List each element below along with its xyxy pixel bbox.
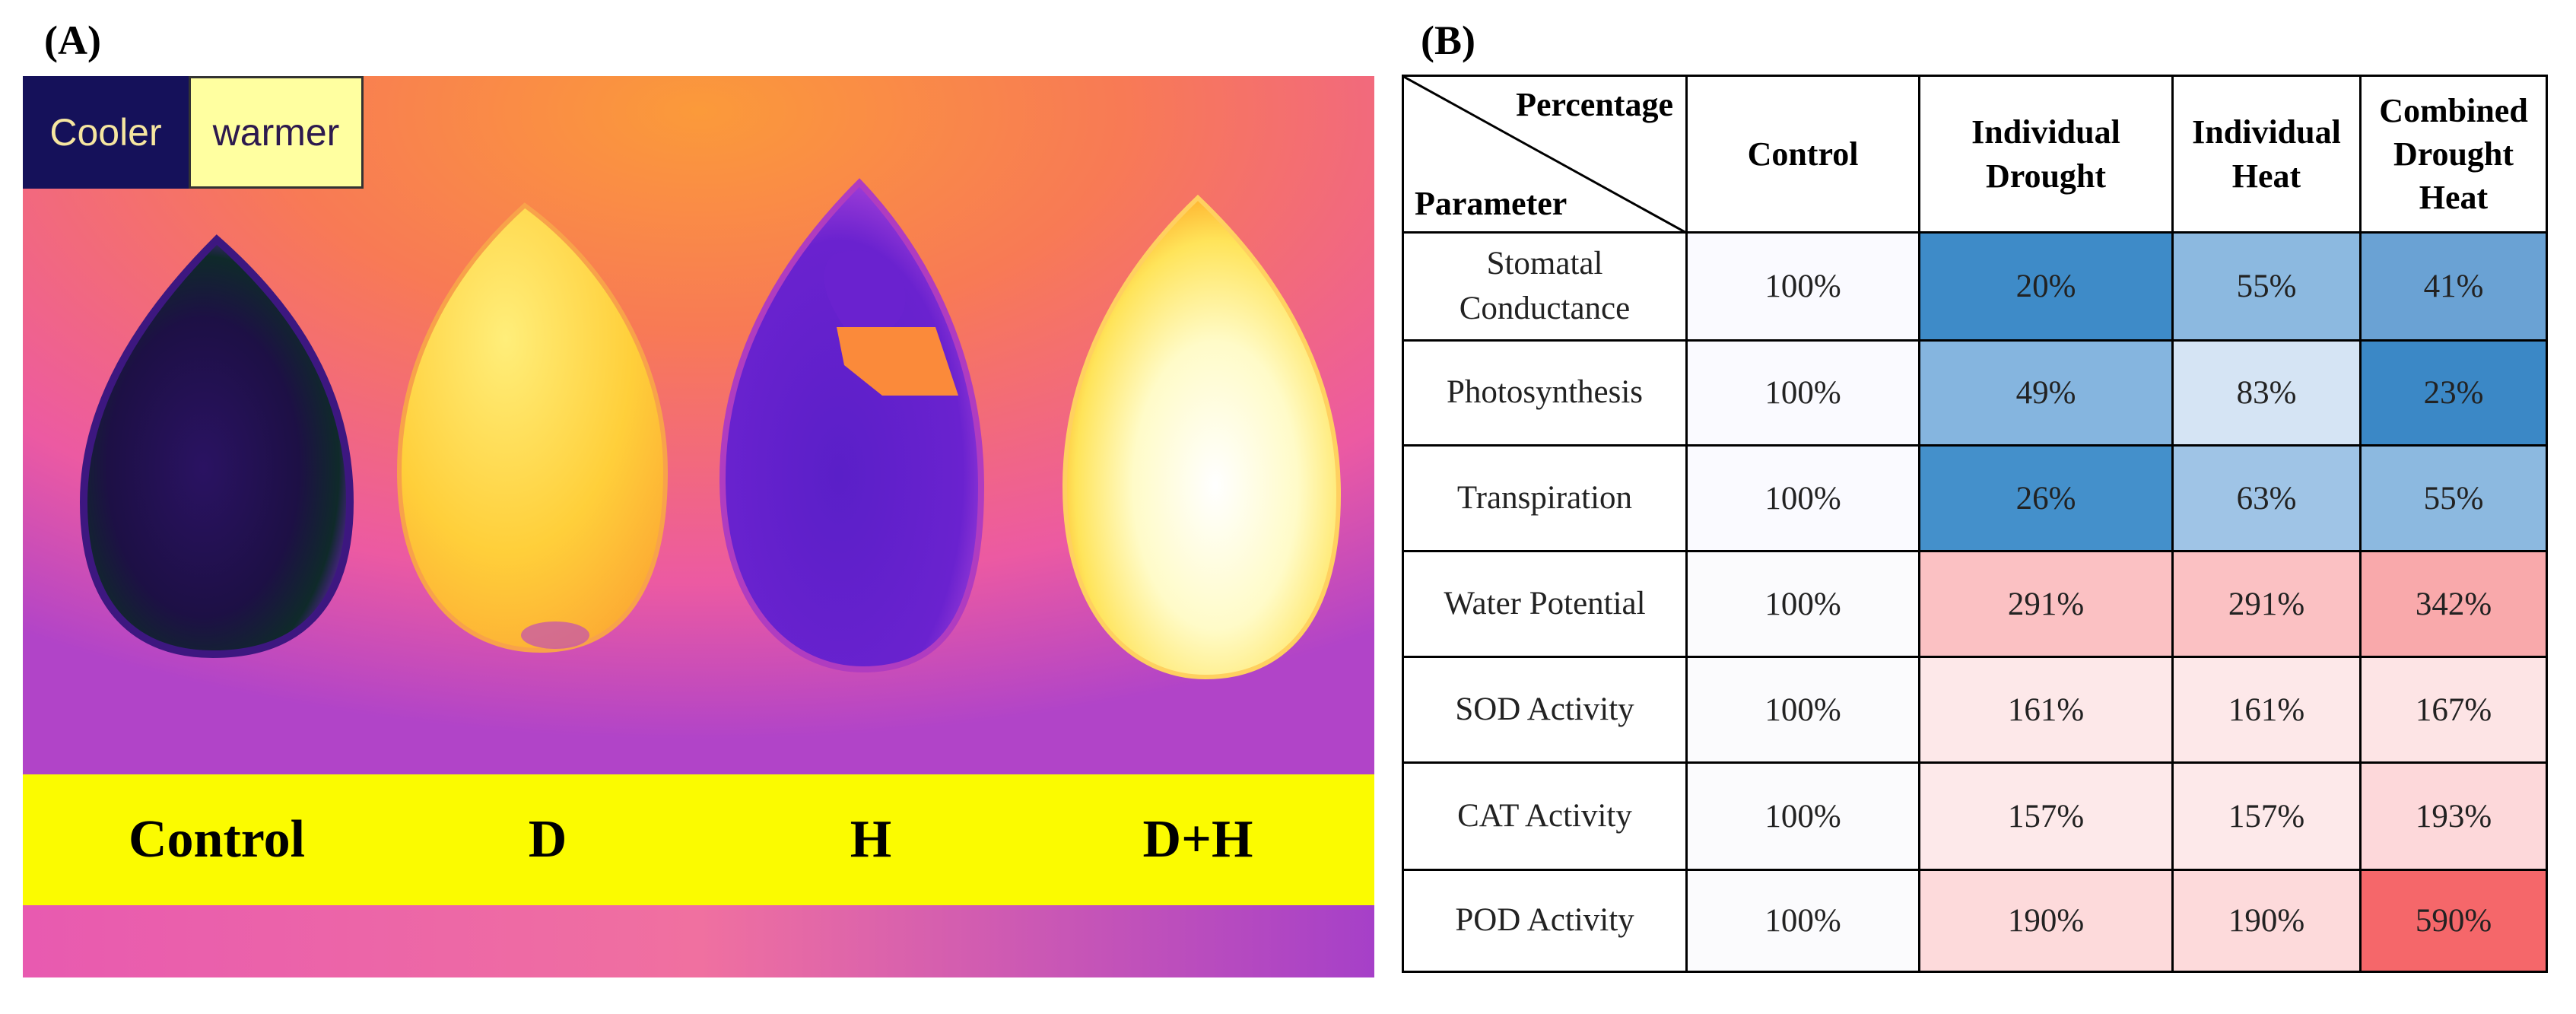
- corner-parameter-label: Parameter: [1415, 184, 1568, 222]
- panel-b-label: (B): [1421, 17, 1475, 63]
- corner-percentage-label: Percentage: [1516, 86, 1673, 123]
- table-header-row: Percentage Parameter Control Individual …: [1402, 75, 2548, 234]
- parameter-cell: Photosynthesis: [1402, 339, 1688, 447]
- heat-leaf: [719, 178, 985, 673]
- table-row: Photosynthesis 100% 49% 83% 23%: [1402, 339, 2548, 447]
- value-cell: 291%: [1918, 550, 2174, 658]
- value-cell: 100%: [1685, 231, 1920, 342]
- table-row: Water Potential 100% 291% 291% 342%: [1402, 550, 2548, 658]
- value-cell: 100%: [1685, 656, 1920, 764]
- panel-a-label: (A): [44, 17, 101, 63]
- table-corner-cell: Percentage Parameter: [1402, 75, 1688, 234]
- column-header: Individual Drought: [1918, 75, 2174, 234]
- drought-heat-leaf: [1062, 194, 1342, 680]
- treatment-label-heat: H: [850, 810, 892, 869]
- value-cell: 100%: [1685, 339, 1920, 447]
- value-cell: 49%: [1918, 339, 2174, 447]
- parameter-cell: POD Activity: [1402, 869, 1688, 973]
- value-cell: 83%: [2171, 339, 2362, 447]
- value-cell: 161%: [1918, 656, 2174, 764]
- column-header: Control: [1685, 75, 1920, 234]
- table-row: Transpiration 100% 26% 63% 55%: [1402, 444, 2548, 552]
- parameter-cell: SOD Activity: [1402, 656, 1688, 764]
- value-cell: 100%: [1685, 550, 1920, 658]
- value-cell: 55%: [2171, 231, 2362, 342]
- value-cell: 161%: [2171, 656, 2362, 764]
- parameter-cell: CAT Activity: [1402, 761, 1688, 871]
- treatment-label-drought: D: [528, 810, 567, 869]
- value-cell: 26%: [1918, 444, 2174, 552]
- column-header: Individual Heat: [2171, 75, 2362, 234]
- value-cell: 157%: [1918, 761, 2174, 871]
- table-row: Stomatal Conductance 100% 20% 55% 41%: [1402, 231, 2548, 342]
- value-cell: 291%: [2171, 550, 2362, 658]
- treatment-label-band: Control D H D+H: [23, 774, 1374, 905]
- value-cell: 342%: [2359, 550, 2548, 658]
- parameter-cell: Stomatal Conductance: [1402, 231, 1688, 342]
- value-cell: 190%: [2171, 869, 2362, 973]
- value-cell: 100%: [1685, 761, 1920, 871]
- value-cell: 55%: [2359, 444, 2548, 552]
- parameter-cell: Water Potential: [1402, 550, 1688, 658]
- value-cell: 63%: [2171, 444, 2362, 552]
- table-row: CAT Activity 100% 157% 157% 193%: [1402, 761, 2548, 871]
- value-cell: 590%: [2359, 869, 2548, 973]
- legend-warmer: warmer: [189, 76, 364, 189]
- table-row: POD Activity 100% 190% 190% 590%: [1402, 869, 2548, 973]
- corner-diagonal: [1404, 77, 1688, 234]
- value-cell: 100%: [1685, 869, 1920, 973]
- value-cell: 157%: [2171, 761, 2362, 871]
- value-cell: 167%: [2359, 656, 2548, 764]
- table-row: SOD Activity 100% 161% 161% 167%: [1402, 656, 2548, 764]
- control-leaf: [79, 234, 354, 659]
- column-header: Combined Drought Heat: [2359, 75, 2548, 234]
- parameter-table: Percentage Parameter Control Individual …: [1402, 75, 2548, 973]
- value-cell: 100%: [1685, 444, 1920, 552]
- thermal-image: Cooler warmer Control D H D+H: [23, 76, 1374, 977]
- thermal-background: [23, 76, 1374, 977]
- value-cell: 193%: [2359, 761, 2548, 871]
- value-cell: 23%: [2359, 339, 2548, 447]
- value-cell: 190%: [1918, 869, 2174, 973]
- treatment-label-drought-heat: D+H: [1142, 810, 1253, 869]
- parameter-cell: Transpiration: [1402, 444, 1688, 552]
- value-cell: 20%: [1918, 231, 2174, 342]
- legend-cooler: Cooler: [23, 76, 189, 189]
- drought-leaf: [396, 202, 669, 653]
- value-cell: 41%: [2359, 231, 2548, 342]
- treatment-label-control: Control: [128, 810, 306, 869]
